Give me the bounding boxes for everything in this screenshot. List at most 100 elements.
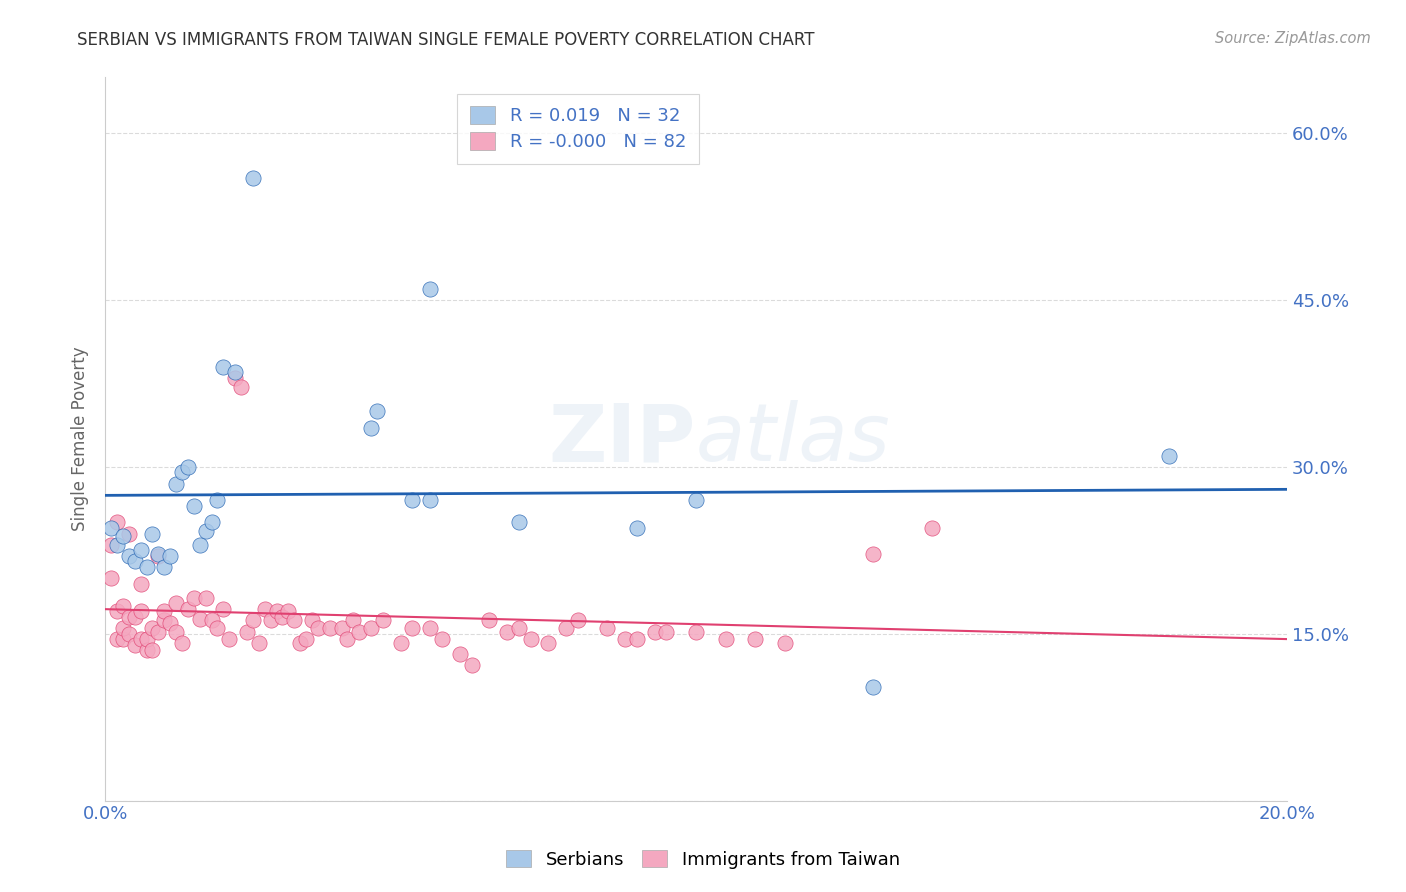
Point <box>360 621 382 635</box>
Point <box>295 632 318 647</box>
Point <box>478 613 501 627</box>
Point <box>224 371 246 385</box>
Point <box>212 359 235 374</box>
Point <box>141 621 163 635</box>
Point <box>259 613 281 627</box>
Point <box>330 621 353 635</box>
Point <box>744 632 766 647</box>
Point <box>105 605 128 619</box>
Point <box>283 613 305 627</box>
Point <box>349 624 371 639</box>
Point <box>288 635 311 649</box>
Point <box>301 613 323 627</box>
Point <box>118 626 141 640</box>
Point <box>135 560 157 574</box>
Point <box>118 610 141 624</box>
Point <box>685 493 707 508</box>
Point <box>183 499 205 513</box>
Point <box>207 493 229 508</box>
Point <box>111 621 134 635</box>
Point <box>307 621 329 635</box>
Point <box>508 621 530 635</box>
Point <box>419 621 441 635</box>
Point <box>921 521 943 535</box>
Point <box>596 621 619 635</box>
Point <box>508 516 530 530</box>
Point <box>401 493 423 508</box>
Point <box>118 526 141 541</box>
Point <box>614 632 637 647</box>
Point <box>100 521 122 535</box>
Point <box>430 632 453 647</box>
Point <box>100 538 122 552</box>
Point <box>266 605 288 619</box>
Point <box>1157 449 1180 463</box>
Point <box>200 516 222 530</box>
Point <box>129 576 152 591</box>
Text: SERBIAN VS IMMIGRANTS FROM TAIWAN SINGLE FEMALE POVERTY CORRELATION CHART: SERBIAN VS IMMIGRANTS FROM TAIWAN SINGLE… <box>77 31 815 49</box>
Point <box>177 459 200 474</box>
Point <box>229 380 252 394</box>
Point <box>685 624 707 639</box>
Legend: Serbians, Immigrants from Taiwan: Serbians, Immigrants from Taiwan <box>499 843 907 876</box>
Point <box>129 605 152 619</box>
Point <box>519 632 541 647</box>
Point <box>655 624 678 639</box>
Point <box>862 547 884 561</box>
Point <box>236 624 259 639</box>
Point <box>366 404 388 418</box>
Point <box>626 521 648 535</box>
Point <box>567 613 589 627</box>
Point <box>111 632 134 647</box>
Point <box>626 632 648 647</box>
Point <box>360 421 382 435</box>
Text: Source: ZipAtlas.com: Source: ZipAtlas.com <box>1215 31 1371 46</box>
Point <box>111 599 134 613</box>
Point <box>218 632 240 647</box>
Text: ZIP: ZIP <box>548 400 696 478</box>
Point <box>460 657 482 672</box>
Point <box>419 282 441 296</box>
Point <box>319 621 342 635</box>
Point <box>247 635 270 649</box>
Point <box>105 516 128 530</box>
Point <box>148 624 170 639</box>
Point <box>124 638 146 652</box>
Point <box>148 549 170 563</box>
Point <box>342 613 364 627</box>
Point <box>118 549 141 563</box>
Point <box>253 602 276 616</box>
Point <box>389 635 412 649</box>
Point <box>124 554 146 568</box>
Point <box>159 549 181 563</box>
Point <box>644 624 666 639</box>
Point <box>200 613 222 627</box>
Point <box>207 621 229 635</box>
Point <box>153 613 176 627</box>
Point <box>165 596 187 610</box>
Y-axis label: Single Female Poverty: Single Female Poverty <box>72 347 89 532</box>
Point <box>336 632 359 647</box>
Point <box>129 632 152 647</box>
Point <box>188 612 211 626</box>
Point <box>129 543 152 558</box>
Point <box>242 170 264 185</box>
Point <box>277 605 299 619</box>
Legend: R = 0.019   N = 32, R = -0.000   N = 82: R = 0.019 N = 32, R = -0.000 N = 82 <box>457 94 699 164</box>
Point <box>449 647 471 661</box>
Point <box>714 632 737 647</box>
Point <box>224 365 246 379</box>
Point <box>773 635 796 649</box>
Point <box>194 524 217 539</box>
Point <box>194 591 217 606</box>
Point <box>135 632 157 647</box>
Point <box>111 529 134 543</box>
Point <box>124 610 146 624</box>
Point <box>135 643 157 657</box>
Point <box>159 615 181 630</box>
Point <box>212 602 235 616</box>
Point <box>537 635 560 649</box>
Point <box>100 571 122 585</box>
Point <box>496 624 519 639</box>
Point <box>419 493 441 508</box>
